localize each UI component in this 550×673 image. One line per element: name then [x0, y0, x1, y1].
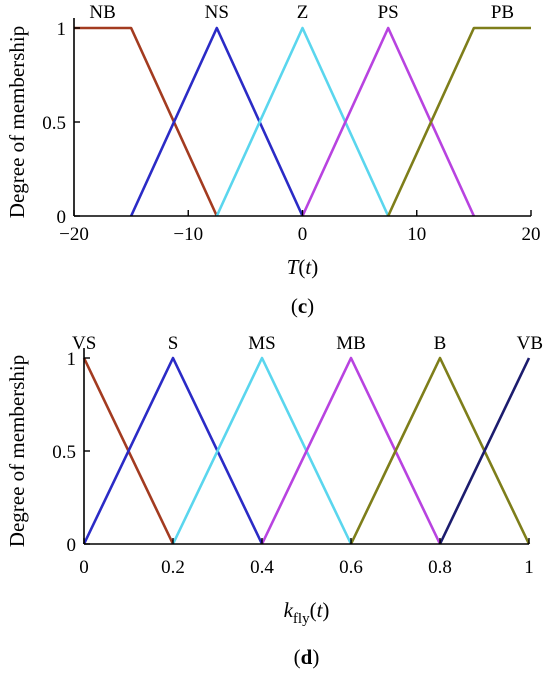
x-tick-label: 0.6 — [339, 557, 363, 578]
series-label-pb: PB — [491, 2, 514, 23]
series-line-nb — [74, 26, 218, 217]
y-tick-label: 0 — [57, 207, 67, 228]
series-line-b — [349, 356, 531, 545]
series-label-vs: VS — [72, 333, 96, 354]
series-label-mb: MB — [336, 333, 366, 354]
y-tick-label: 0.5 — [52, 442, 76, 463]
x-tick-label: −10 — [173, 224, 203, 245]
series-line-mb — [260, 356, 442, 545]
y-axis-title: Degree of membership — [5, 26, 29, 218]
y-tick-label: 1 — [67, 349, 77, 370]
panel-label-letter: d — [301, 645, 313, 669]
series-label-s: S — [168, 333, 179, 354]
x-tick-label: 0.8 — [428, 557, 452, 578]
panel-label-letter: c — [298, 294, 307, 318]
x-axis-title-subscript: fly — [293, 611, 310, 627]
series-label-ps: PS — [378, 2, 399, 23]
x-tick-label: −20 — [59, 224, 89, 245]
x-tick-label: 10 — [407, 224, 426, 245]
series-label-nb: NB — [89, 2, 115, 23]
x-axis-title-symbol: k — [284, 598, 294, 622]
series-line-z — [215, 26, 390, 217]
series-label-ms: MS — [248, 333, 275, 354]
x-tick-label: 20 — [522, 224, 541, 245]
x-tick-label: 0 — [79, 557, 89, 578]
x-tick-label: 0 — [298, 224, 308, 245]
x-axis-title: T(t) — [287, 255, 319, 279]
panel-c: −20 −10 0 10 20 0 0.5 1 NB NS Z PS PB Degree of membe… — [5, 2, 541, 318]
y-axis-title: Degree of membership — [5, 355, 29, 547]
x-tick-label: 0.4 — [250, 557, 274, 578]
series-line-ns — [129, 26, 304, 217]
series-label-z: Z — [297, 2, 309, 23]
series-label-vb: VB — [517, 333, 543, 354]
panel-label: (d) — [294, 645, 320, 669]
series-line-pb — [387, 26, 531, 217]
x-tick-label: 0.2 — [161, 557, 185, 578]
series-label-ns: NS — [205, 2, 229, 23]
series-line-ms — [171, 356, 353, 545]
y-tick-label: 0.5 — [42, 113, 66, 134]
y-tick-label: 0 — [67, 535, 77, 556]
series-line-s — [82, 356, 264, 545]
x-axis-title-argument: (t) — [310, 598, 330, 622]
x-tick-label: 1 — [524, 557, 534, 578]
series-label-b: B — [434, 333, 447, 354]
panel-label: (c) — [291, 294, 314, 318]
y-tick-label: 1 — [57, 19, 67, 40]
series-line-ps — [301, 26, 476, 217]
x-axis-title: kfly(t) — [284, 598, 330, 627]
x-axis-title-argument: (t) — [298, 255, 318, 279]
x-axis-title-symbol: T — [287, 255, 300, 279]
series-line-vb — [438, 357, 531, 545]
